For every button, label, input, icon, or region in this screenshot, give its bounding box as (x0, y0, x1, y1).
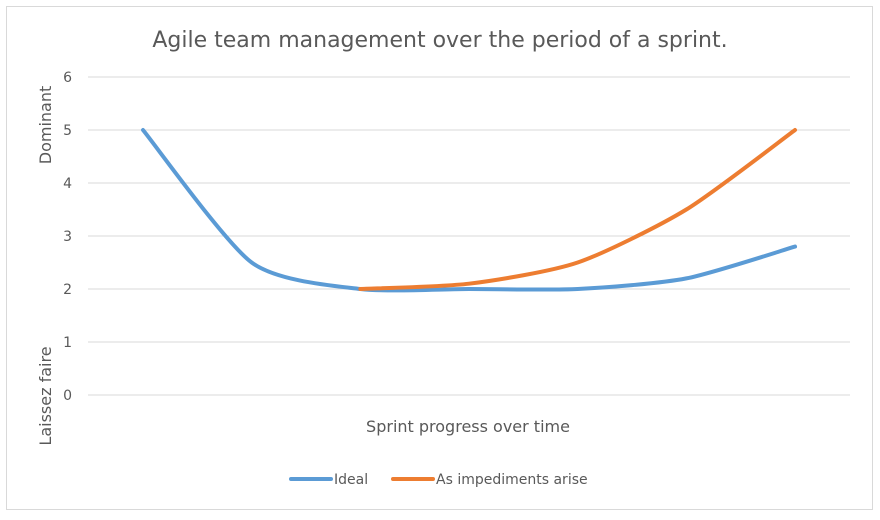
y-tick-1: 1 (63, 335, 72, 351)
x-axis-label: Sprint progress over time (366, 417, 570, 436)
y-tick-2: 2 (63, 282, 72, 298)
legend: Ideal As impediments arise (289, 472, 588, 488)
y-tick-labels: 6 5 4 3 2 1 0 (63, 70, 72, 404)
y-axis-label-dominant: Dominant (36, 86, 55, 165)
series-layer (141, 128, 798, 293)
y-tick-3: 3 (63, 229, 72, 245)
grid-lines (88, 76, 850, 396)
y-tick-4: 4 (63, 176, 72, 192)
y-tick-0: 0 (63, 388, 72, 404)
series-line-as-impediments-arise (358, 128, 798, 291)
series-line-ideal (141, 128, 798, 293)
y-axis-label-laissez-faire: Laissez faire (36, 346, 55, 445)
chart-frame (6, 6, 873, 510)
chart-title: Agile team management over the period of… (152, 28, 727, 53)
legend-label-as-impediments-arise: As impediments arise (436, 472, 588, 488)
y-tick-5: 5 (63, 123, 72, 139)
y-tick-6: 6 (63, 70, 72, 86)
legend-label-ideal: Ideal (334, 472, 368, 488)
